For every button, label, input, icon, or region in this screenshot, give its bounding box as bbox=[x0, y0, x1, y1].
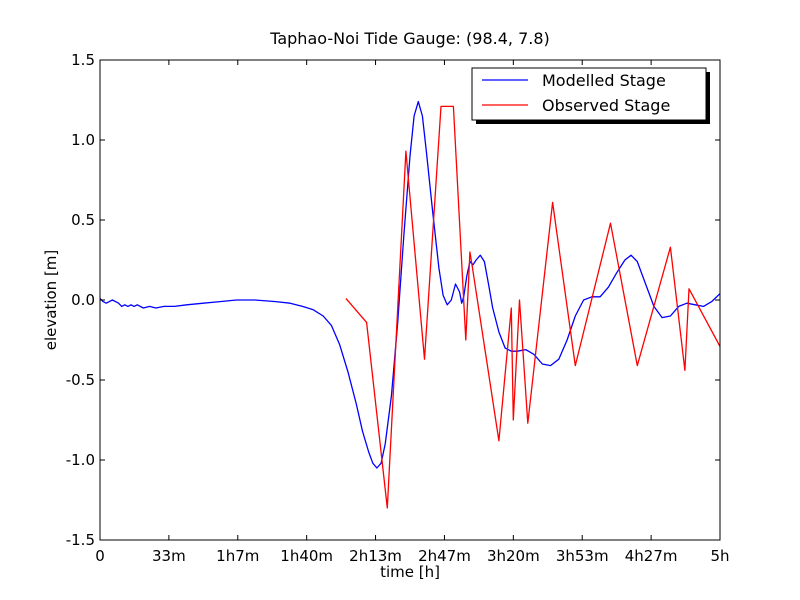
y-tick-label: -0.5 bbox=[66, 371, 95, 389]
y-axis: 1.5 1.0 0.5 0.0 -0.5 -1.0 -1.5 bbox=[66, 51, 720, 549]
x-tick-label: 1h40m bbox=[280, 547, 333, 565]
y-tick-label: -1.0 bbox=[66, 451, 95, 469]
x-tick-label: 5h bbox=[710, 547, 729, 565]
chart-title: Taphao-Noi Tide Gauge: (98.4, 7.8) bbox=[269, 29, 550, 48]
x-tick-label: 3h53m bbox=[556, 547, 609, 565]
y-tick-label: 0.0 bbox=[71, 291, 95, 309]
y-tick-label: 0.5 bbox=[71, 211, 95, 229]
x-tick-label: 2h47m bbox=[418, 547, 471, 565]
legend-label-modelled: Modelled Stage bbox=[542, 71, 666, 90]
y-axis-label: elevation [m] bbox=[42, 250, 60, 351]
x-tick-label: 33m bbox=[152, 547, 186, 565]
x-tick-label: 3h20m bbox=[487, 547, 540, 565]
legend: Modelled Stage Observed Stage bbox=[471, 67, 710, 124]
x-tick-label: 1h7m bbox=[216, 547, 259, 565]
series-layer bbox=[100, 100, 720, 509]
series-line-observed-stage bbox=[345, 105, 720, 509]
y-tick-label: 1.5 bbox=[71, 51, 95, 69]
x-tick-label: 2h13m bbox=[349, 547, 402, 565]
legend-box bbox=[471, 67, 707, 121]
x-tick-label: 0 bbox=[95, 547, 105, 565]
x-axis: 0 33m 1h7m 1h40m 2h13m 2h47m 3h20m 3h53m 4h27m 5h bbox=[95, 60, 730, 565]
x-tick-label: 4h27m bbox=[625, 547, 678, 565]
series-line-modelled-stage bbox=[100, 100, 720, 469]
y-tick-label: 1.0 bbox=[71, 131, 95, 149]
x-axis-label: time [h] bbox=[380, 563, 440, 581]
y-tick-label: -1.5 bbox=[66, 531, 95, 549]
legend-label-observed: Observed Stage bbox=[542, 96, 670, 115]
